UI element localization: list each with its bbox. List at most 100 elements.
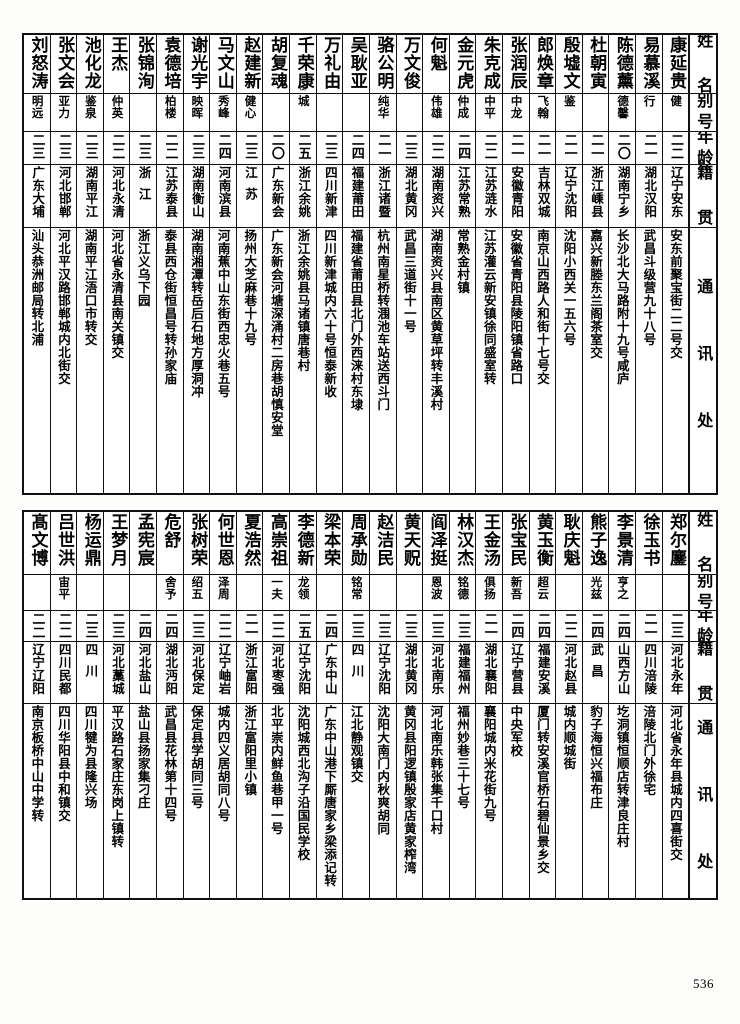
person-alias: 城 [290,93,316,131]
person-address-text: 扬州大芝麻巷十九号 [242,229,258,346]
person-name: 陈德薰 [609,35,635,93]
person-alias-text: 伟雄 [429,95,444,119]
header-label-native-place-text: 籍 贯 [694,164,714,227]
person-address: 四川新津城内六十号恒泰新收 [316,227,343,493]
person-column: 梁本荣 二四 广东中山 广东中山港下厮唐家乡梁添记转 [315,512,343,898]
person-address: 浙江余姚县马诸镇唐巷村 [290,227,316,493]
person-address-text: 河北省永年县城内四喜街交 [667,705,683,861]
person-name: 谢光宇 [184,35,210,93]
person-alias-text: 仲英 [110,95,125,119]
person-name-text: 黄天贶 [400,513,420,567]
person-age-text: 二一 [375,133,391,160]
person-native-place: 湖南衡山 [183,164,210,227]
person-alias-text: 恩波 [429,576,444,600]
person-alias-text: 柏楼 [163,95,178,119]
person-age: 二二 [423,131,449,164]
person-name: 张文会 [51,35,77,93]
person-alias-text: 宙平 [57,576,72,600]
person-age-text: 二四 [455,133,471,160]
person-column: 郎焕章 飞翰 二一 吉林双城 南京山西路人和街十七号交 [528,35,556,493]
person-native-place: 四川 [343,641,369,703]
person-age-text: 二二 [109,133,125,160]
person-address: 湖南资兴县南区黄草坪转丰溪村 [423,227,449,493]
person-alias: 亨之 [609,574,636,610]
person-address: 城内四义居胡同八号 [210,703,236,898]
person-alias-text: 仲成 [456,95,471,119]
person-age: 二三 [77,610,103,641]
person-name-text: 杨运鼎 [80,513,101,567]
person-age-text: 二四 [614,612,630,639]
person-native-place: 河北南乐 [423,641,449,703]
person-name: 金元虎 [450,35,476,93]
person-alias: 绍五 [183,574,210,610]
person-name-text: 何魁 [426,36,447,72]
person-alias-text: 纯华 [376,95,391,119]
person-address: 广东新会河塘深涌村二房巷胡慎安堂 [263,227,290,493]
person-native-place: 河北枣强 [263,641,290,703]
person-alias: 伟雄 [423,93,449,131]
person-age-text: 二二 [56,612,72,639]
person-name: 王梦月 [104,512,130,574]
person-column: 高崇祖 一夫 二二 河北枣强 北平崇内鲜鱼巷甲一号 [262,512,290,898]
person-native-place-text: 湖南资兴 [429,166,445,218]
person-column: 杨运鼎 二三 四川 四川犍为县隆兴场 [76,512,103,898]
header-label-alias: 别号 [690,93,716,131]
person-alias: 仲成 [449,93,476,131]
person-alias [24,574,50,610]
person-address: 常熟金村镇 [449,227,476,493]
person-alias [236,574,263,610]
person-address-text: 武昌县花林第十四号 [162,705,178,822]
person-name: 徐玉书 [636,512,662,574]
person-native-place: 辽宁沈阳 [290,641,316,703]
person-native-place-text: 福建福州 [455,643,471,695]
person-address: 盐山县扬家集刁庄 [130,703,157,898]
person-name-text: 杜朝寅 [586,36,607,90]
person-age: 二三 [183,131,210,164]
person-name: 易慕溪 [636,35,662,93]
person-age: 二三 [130,131,157,164]
person-alias [582,93,609,131]
person-column: 阎泽挺 恩波 二三 河北南乐 河北南乐韩张集千口村 [422,512,449,898]
person-native-place-text: 浙江 [136,166,152,209]
person-age-text: 二三 [242,133,258,160]
person-alias: 鉴泉 [77,93,103,131]
person-name-text: 张宝民 [506,513,527,567]
person-age-text: 二四 [135,612,151,639]
person-name: 马文山 [210,35,236,93]
person-age-text: 二二 [29,612,45,639]
person-native-place: 湖北沔阳 [157,641,183,703]
person-name: 吴耿亚 [343,35,369,93]
person-name: 耿庆魁 [556,512,582,574]
person-alias [103,574,130,610]
person-age-text: 二一 [242,612,258,639]
person-column: 王梦月 二三 河北藁城 平汉路石家庄东岗上镇转 [102,512,130,898]
person-address: 襄阳城内米花街九号 [476,703,502,898]
person-address: 黄冈县阳逻镇殷家店黄家榨湾 [396,703,423,898]
person-age: 二一 [582,131,609,164]
person-address-text: 长沙北大马路附十九号咸庐 [614,229,630,385]
person-native-place: 武昌 [582,641,609,703]
person-address: 杭州南星桥转涠池车站送西斗门 [369,227,396,493]
person-native-place-text: 湖北襄阳 [482,643,498,695]
person-age: 二五 [290,610,316,641]
person-alias-text: 健 [669,95,684,107]
person-name: 李德新 [290,512,316,574]
person-age-text: 二三 [56,133,72,160]
person-native-place-text: 武昌 [588,643,604,686]
person-column: 王杰 仲英 二二 河北永清 河北省永清县南关镇交 [102,35,130,493]
person-address: 涪陵北门外徐宅 [636,703,662,898]
person-address-text: 浙江富阳里小镇 [242,705,258,796]
person-age-text: 二三 [109,612,125,639]
person-address-text: 四川新津城内六十号恒泰新收 [322,229,338,398]
person-address-text: 沈阳大南门内秋爽胡同 [375,705,391,835]
person-age: 二三 [396,131,423,164]
person-native-place: 辽宁岫岩 [210,641,236,703]
header-label-address-text: 通 讯 处 [694,278,714,444]
person-address: 北平崇内鲜鱼巷甲一号 [263,703,290,898]
person-name: 千荣康 ⑴ [290,35,316,93]
person-name-text: 髙文博 [27,513,48,567]
person-address-text: 常熟金村镇 [455,229,471,294]
person-age-text: 二五 [295,133,311,160]
person-native-place-text: 河北永年 [668,643,684,695]
person-alias-text: 鉴 [562,95,577,107]
